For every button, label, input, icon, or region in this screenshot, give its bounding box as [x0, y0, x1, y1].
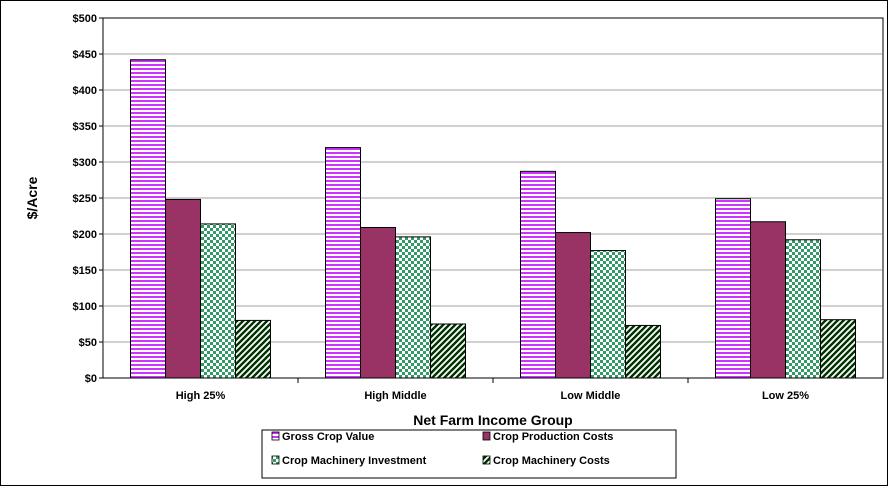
x-axis-title: Net Farm Income Group	[413, 412, 572, 428]
legend-swatch	[271, 431, 280, 441]
y-tick-label: $100	[73, 301, 97, 313]
bar-crop-machinery-costs	[625, 324, 661, 379]
y-tick-label: $50	[79, 337, 97, 349]
x-tick-label: High Middle	[364, 390, 426, 402]
y-tick-label: $500	[73, 13, 97, 25]
y-axis-title: $/Acre	[24, 176, 40, 219]
bar-crop-machinery-investment	[785, 239, 821, 379]
legend-label: Crop Production Costs	[493, 431, 613, 443]
axes	[99, 17, 689, 383]
y-tick-label: $150	[73, 265, 97, 277]
y-tick-labels: $0 $50 $100 $150 $200 $250 $300 $350 $400 $450 $50…	[73, 13, 97, 385]
x-tick-label: High 25%	[176, 390, 226, 402]
x-tick-labels: High 25% High Middle Low Middle Low 25%	[176, 390, 810, 402]
legend-swatch	[482, 455, 491, 465]
legend-label: Crop Machinery Costs	[493, 455, 610, 467]
bar-crop-machinery-investment	[590, 250, 626, 379]
legend: Gross Crop Value Crop Production Costs Cro…	[271, 431, 613, 467]
y-tick-label: $200	[73, 229, 97, 241]
bar-crop-machinery-costs	[820, 319, 856, 379]
y-tick-label: $400	[73, 85, 97, 97]
y-tick-label: $300	[73, 157, 97, 169]
legend-box	[261, 429, 677, 479]
legend-label: Gross Crop Value	[282, 431, 374, 443]
bar-crop-production-costs	[555, 232, 591, 379]
bar-gross-crop-value	[325, 147, 361, 379]
x-tick-label: Low Middle	[561, 390, 621, 402]
x-tick-label: Low 25%	[762, 390, 809, 402]
y-tick-label: $0	[85, 373, 97, 385]
y-tick-label: $350	[73, 121, 97, 133]
bar-gross-crop-value	[520, 170, 556, 379]
bar-crop-production-costs	[360, 227, 396, 379]
y-tick-label: $250	[73, 193, 97, 205]
bars	[130, 59, 856, 379]
legend-swatch	[271, 455, 280, 465]
bar-gross-crop-value	[715, 198, 751, 379]
y-tick-label: $450	[73, 49, 97, 61]
bar-crop-machinery-costs	[430, 323, 466, 379]
bar-crop-machinery-investment	[395, 236, 431, 379]
bar-gross-crop-value	[130, 59, 166, 379]
legend-label: Crop Machinery Investment	[282, 455, 427, 467]
legend-swatch	[482, 431, 491, 441]
bar-crop-machinery-costs	[235, 319, 271, 379]
bar-crop-production-costs	[750, 221, 786, 379]
bar-crop-machinery-investment	[200, 223, 236, 379]
bar-crop-production-costs	[165, 198, 201, 379]
